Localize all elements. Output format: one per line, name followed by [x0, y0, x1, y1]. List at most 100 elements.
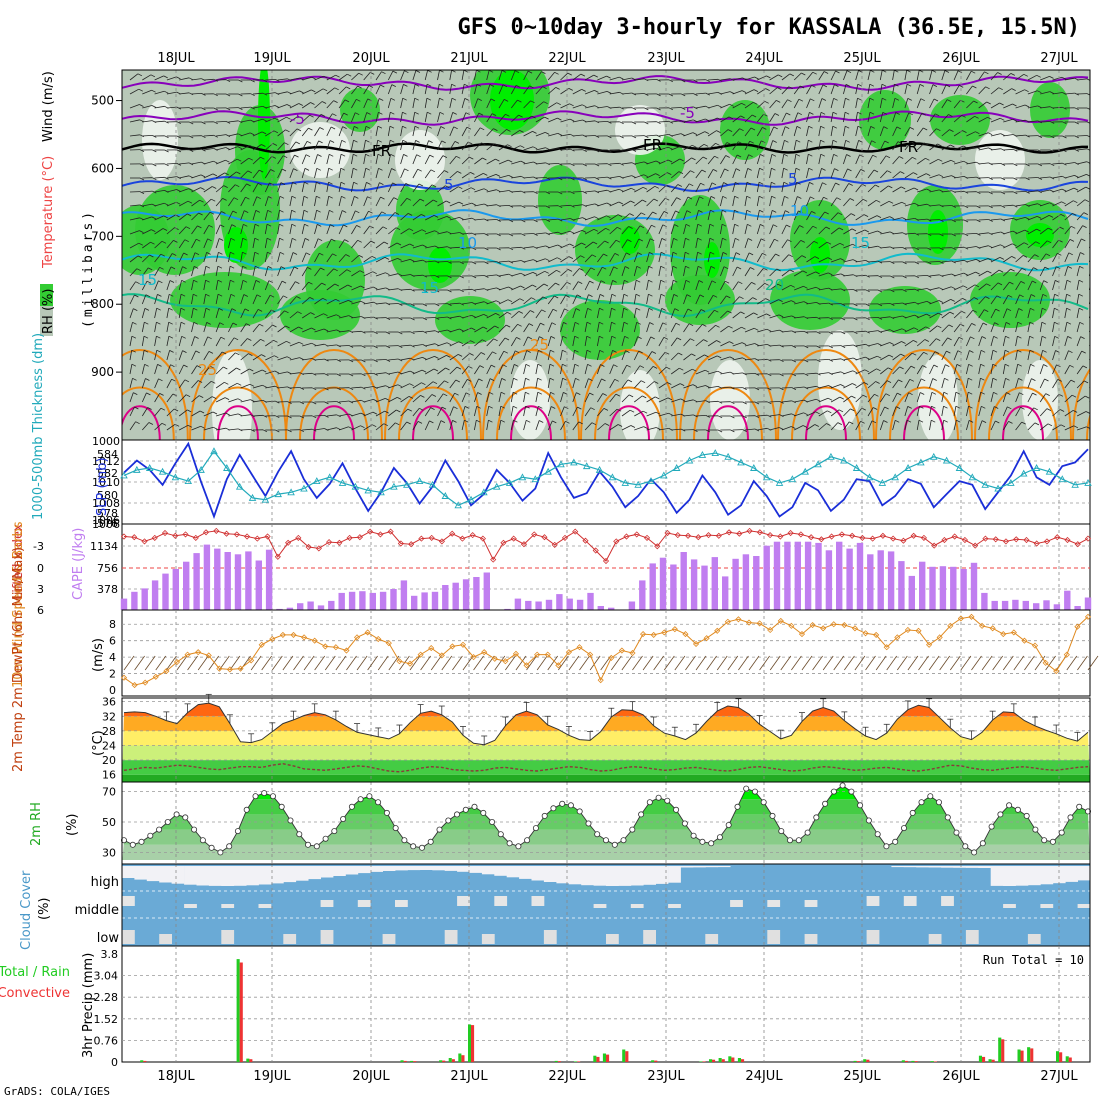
- li-point: [551, 541, 558, 548]
- wind-barb: [781, 86, 789, 95]
- wind-barb-flag: [1054, 321, 1059, 325]
- wind-barb-flag: [312, 428, 317, 432]
- wind-barb-flag: [180, 293, 186, 297]
- wind-barb-flag: [760, 154, 765, 157]
- wind-barb-flag: [924, 339, 929, 342]
- wind-grid: [122, 610, 1090, 696]
- cape-tick-label: 1134: [90, 540, 118, 553]
- wind-barb-flag: [402, 139, 407, 143]
- thickness-point: [814, 460, 822, 468]
- wind-barb-flag: [845, 125, 850, 129]
- wind-barb-flag: [1081, 238, 1086, 242]
- wind-barb: [879, 393, 887, 403]
- wind-barb-flag: [648, 293, 653, 297]
- wind-barb-flag: [476, 405, 481, 409]
- wind-barb: [449, 406, 454, 417]
- wind-barb: [658, 280, 662, 291]
- wind-barb-flag: [906, 83, 912, 87]
- wind-barb: [314, 328, 325, 333]
- wind-barb: [904, 172, 914, 179]
- rh-point: [121, 837, 128, 844]
- wind-barb: [744, 327, 755, 333]
- wind-barb-flag: [184, 379, 190, 383]
- wind10-barb: [568, 655, 580, 671]
- wind-barb: [658, 134, 669, 137]
- wind-barb-flag: [984, 71, 989, 75]
- wind-barb: [806, 225, 814, 235]
- wind-barb-flag: [1095, 352, 1099, 354]
- wind-barb-flag: [932, 378, 937, 381]
- wind-barb: [658, 238, 663, 249]
- wind-barb: [425, 356, 435, 361]
- wind-barb: [843, 357, 854, 361]
- wind-barb-flag: [163, 75, 168, 79]
- wind-barb: [179, 188, 189, 193]
- wind-barb: [978, 378, 981, 389]
- wind-barb-flag: [1055, 280, 1060, 283]
- wind-barb: [830, 422, 839, 431]
- wind-barb: [584, 228, 595, 235]
- wind-barb: [953, 420, 957, 431]
- wind-barb: [990, 87, 999, 95]
- wind-barb-flag: [176, 189, 181, 192]
- wind-barb: [646, 336, 652, 347]
- wind-barb-flag: [631, 135, 637, 139]
- wind-speed-point: [873, 631, 880, 638]
- wind-barb: [597, 106, 608, 109]
- wind-barb-flag: [909, 127, 915, 130]
- wind-barb: [240, 145, 250, 151]
- wind-barb-flag: [938, 312, 943, 316]
- wind-speed-point: [449, 643, 456, 650]
- wind-barb: [178, 409, 188, 417]
- wind-barb: [351, 425, 361, 431]
- wind-barb-flag: [255, 210, 260, 213]
- wind-barb-flag: [1091, 266, 1095, 268]
- wind-barb: [670, 323, 677, 333]
- wind-barb-flag: [574, 349, 579, 353]
- wind-barb-flag: [888, 200, 894, 204]
- wind-barb-flag: [988, 191, 993, 195]
- wind-barb: [1040, 91, 1050, 95]
- wind-barb-flag: [245, 196, 250, 200]
- wind-barb: [892, 186, 902, 193]
- wind-barb: [338, 284, 348, 291]
- wind-barb-flag: [968, 420, 974, 423]
- wind-barb-flag: [778, 299, 783, 302]
- wind-barb-flag: [758, 181, 764, 185]
- wind-barb-flag: [950, 144, 955, 148]
- wind10-barb: [388, 655, 400, 671]
- wind-barb: [462, 217, 472, 221]
- wind-barb: [1002, 350, 1006, 361]
- wind-barb: [400, 396, 410, 403]
- wind-barb-flag: [343, 112, 348, 116]
- wind-barb-flag: [442, 155, 448, 158]
- wind-barb: [634, 174, 644, 179]
- rh-point: [261, 790, 268, 797]
- thickness-point: [120, 471, 128, 479]
- wind-barb-flag: [887, 170, 892, 174]
- wind-barb: [794, 285, 804, 291]
- wind-barb: [892, 217, 903, 221]
- wind-barb-flag: [746, 209, 751, 213]
- wind-barb-flag: [697, 223, 702, 227]
- wind-barb-flag: [693, 399, 698, 403]
- wind-barb: [449, 246, 460, 249]
- wind-barb: [793, 168, 797, 179]
- wind-barb-flag: [607, 163, 612, 167]
- wind-barb: [707, 309, 715, 319]
- wind-barb-flag: [832, 111, 838, 115]
- wind-barb: [252, 131, 263, 137]
- wind-barb: [215, 224, 221, 235]
- wind-barb-flag: [311, 76, 316, 80]
- rh-high-area: [770, 270, 850, 330]
- wind-barb: [584, 392, 590, 403]
- wind-barb: [424, 140, 429, 151]
- wind-barb-flag: [274, 105, 280, 108]
- wind-barb: [941, 311, 951, 319]
- wind-barb: [695, 143, 705, 151]
- wind-barb-flag: [331, 238, 336, 242]
- wind-barb: [941, 99, 948, 109]
- wind-barb: [683, 157, 692, 165]
- wind-barb-flag: [779, 344, 784, 348]
- wind-barb-flag: [631, 92, 637, 96]
